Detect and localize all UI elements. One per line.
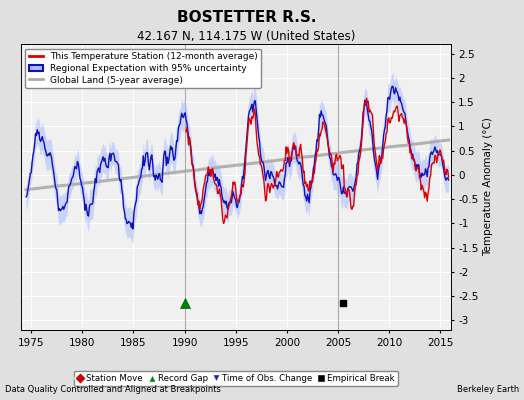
- Text: 42.167 N, 114.175 W (United States): 42.167 N, 114.175 W (United States): [137, 30, 355, 43]
- Legend: Station Move, Record Gap, Time of Obs. Change, Empirical Break: Station Move, Record Gap, Time of Obs. C…: [74, 371, 398, 386]
- Y-axis label: Temperature Anomaly (°C): Temperature Anomaly (°C): [483, 118, 493, 256]
- Text: BOSTETTER R.S.: BOSTETTER R.S.: [177, 10, 316, 25]
- Text: Data Quality Controlled and Aligned at Breakpoints: Data Quality Controlled and Aligned at B…: [5, 385, 221, 394]
- Text: Berkeley Earth: Berkeley Earth: [456, 385, 519, 394]
